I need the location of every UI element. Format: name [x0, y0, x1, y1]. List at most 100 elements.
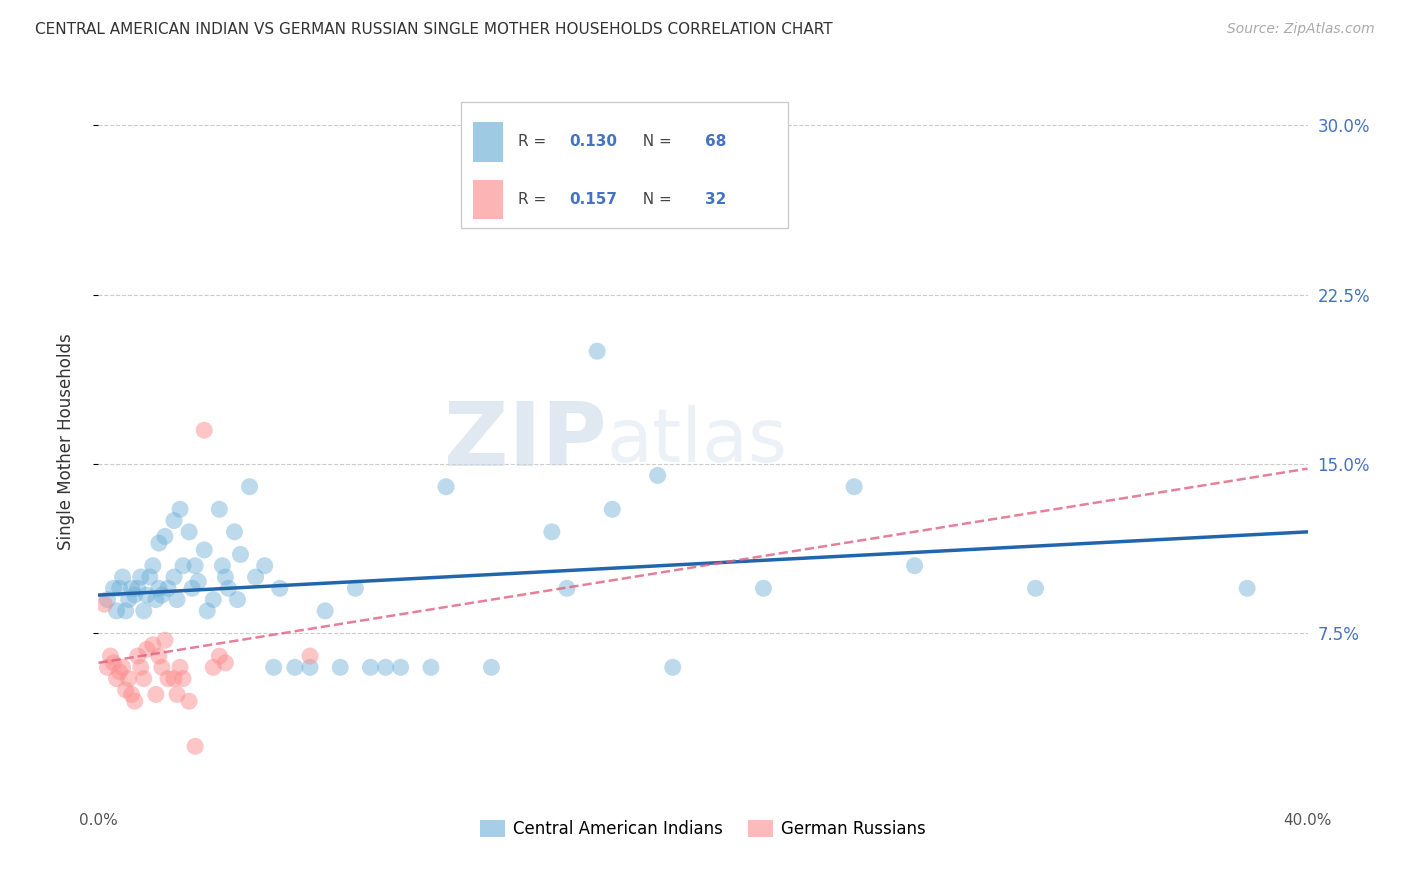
Point [114, 604, 136, 618]
FancyBboxPatch shape [474, 179, 503, 219]
Point [169, 502, 191, 516]
FancyBboxPatch shape [474, 122, 503, 161]
Point [156, 672, 179, 686]
Point [284, 660, 307, 674]
Text: 0.157: 0.157 [569, 192, 617, 207]
Point [100, 648, 122, 663]
Point [586, 344, 609, 359]
Text: atlas: atlas [606, 405, 787, 478]
Point [844, 480, 866, 494]
Point [187, 574, 209, 589]
Point [163, 514, 186, 528]
Point [121, 687, 143, 701]
Point [1024, 582, 1046, 596]
Point [139, 570, 162, 584]
Point [96, 592, 118, 607]
Point [239, 480, 262, 494]
Point [374, 660, 396, 674]
Point [1236, 582, 1258, 596]
Point [124, 588, 146, 602]
Point [181, 582, 204, 596]
Point [202, 660, 225, 674]
Point [145, 592, 167, 607]
Point [135, 588, 157, 602]
Point [299, 660, 322, 674]
Point [132, 604, 155, 618]
Point [208, 648, 231, 663]
Point [481, 660, 503, 674]
Point [224, 524, 246, 539]
Point [179, 694, 201, 708]
Point [127, 582, 149, 596]
Point [184, 739, 207, 754]
Point [269, 582, 291, 596]
Text: CENTRAL AMERICAN INDIAN VS GERMAN RUSSIAN SINGLE MOTHER HOUSEHOLDS CORRELATION C: CENTRAL AMERICAN INDIAN VS GERMAN RUSSIA… [35, 22, 832, 37]
Point [245, 570, 267, 584]
Point [166, 687, 188, 701]
Point [121, 582, 143, 596]
Point [145, 687, 167, 701]
Point [226, 592, 249, 607]
Point [124, 694, 146, 708]
Point [172, 558, 194, 573]
Point [148, 582, 170, 596]
Point [179, 524, 201, 539]
Point [163, 570, 186, 584]
Point [904, 558, 927, 573]
Point [150, 660, 173, 674]
Point [434, 480, 457, 494]
Point [132, 672, 155, 686]
Point [118, 672, 141, 686]
Point [217, 582, 239, 596]
Point [153, 529, 176, 543]
Text: R =: R = [517, 134, 551, 149]
Text: N =: N = [633, 134, 676, 149]
Point [344, 582, 367, 596]
Point [214, 656, 236, 670]
Point [661, 660, 683, 674]
Point [166, 592, 188, 607]
Point [229, 548, 252, 562]
Point [692, 141, 714, 155]
Text: 68: 68 [706, 134, 727, 149]
Point [169, 660, 191, 674]
Point [195, 604, 218, 618]
Point [148, 536, 170, 550]
Point [156, 582, 179, 596]
Point [555, 582, 578, 596]
Text: N =: N = [633, 192, 676, 207]
Point [420, 660, 443, 674]
Point [184, 558, 207, 573]
Text: ZIP: ZIP [443, 398, 606, 485]
Point [148, 648, 170, 663]
Point [150, 588, 173, 602]
Text: 32: 32 [706, 192, 727, 207]
Point [108, 665, 131, 679]
Point [111, 570, 134, 584]
Point [103, 582, 125, 596]
Point [314, 604, 336, 618]
Text: 0.130: 0.130 [569, 134, 617, 149]
Text: R =: R = [517, 192, 551, 207]
Point [214, 570, 236, 584]
Point [299, 648, 322, 663]
Point [142, 558, 165, 573]
Point [142, 638, 165, 652]
Legend: Central American Indians, German Russians: Central American Indians, German Russian… [474, 814, 932, 845]
Point [253, 558, 276, 573]
Text: Source: ZipAtlas.com: Source: ZipAtlas.com [1227, 22, 1375, 37]
Point [752, 582, 775, 596]
Point [127, 648, 149, 663]
Point [114, 682, 136, 697]
Y-axis label: Single Mother Households: Single Mother Households [56, 334, 75, 549]
Point [105, 604, 128, 618]
Point [193, 542, 215, 557]
Point [163, 672, 186, 686]
Point [96, 660, 118, 674]
Point [647, 468, 669, 483]
Point [172, 672, 194, 686]
Point [108, 582, 131, 596]
Point [602, 502, 624, 516]
Point [211, 558, 233, 573]
Point [103, 656, 125, 670]
